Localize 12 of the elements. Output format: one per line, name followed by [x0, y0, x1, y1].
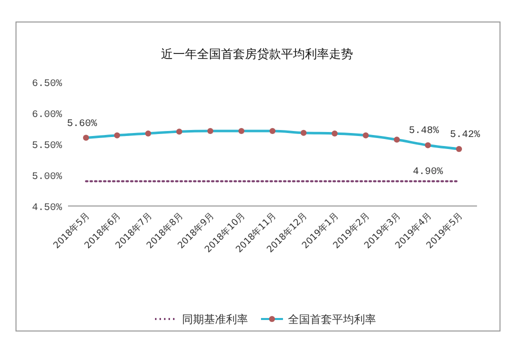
y-tick-label: 6.50%: [32, 79, 62, 90]
legend-label: 全国首套平均利率: [288, 313, 376, 326]
data-label: 4.90%: [412, 167, 443, 178]
data-label: 5.60%: [66, 118, 98, 130]
y-tick-label: 6.00%: [32, 110, 62, 121]
legend-label: 同期基准利率: [182, 313, 248, 326]
chart-title: 近一年全国首套房贷款平均利率走势: [161, 47, 353, 61]
data-label: 5.48%: [408, 126, 439, 138]
y-tick-label: 5.00%: [32, 172, 62, 183]
data-label: 5.42%: [450, 130, 480, 141]
y-tick-label: 5.50%: [32, 141, 62, 152]
y-tick-label: 4.50%: [32, 203, 62, 214]
